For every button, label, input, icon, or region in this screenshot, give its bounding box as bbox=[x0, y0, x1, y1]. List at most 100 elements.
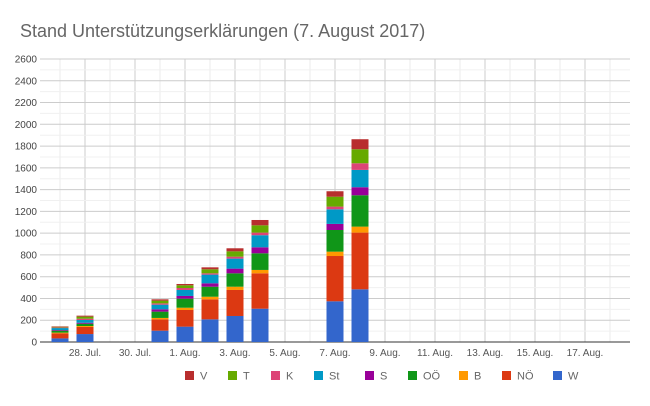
bar-segment-st bbox=[177, 290, 194, 296]
bar-segment-t bbox=[352, 149, 369, 163]
bar-segment-s bbox=[177, 296, 194, 299]
bar-segment-b bbox=[77, 326, 94, 327]
bar-segment-oö bbox=[152, 312, 169, 318]
legend-label: B bbox=[474, 371, 481, 383]
bar-segment-b bbox=[227, 287, 244, 290]
y-tick-label: 2200 bbox=[15, 98, 38, 109]
bar-segment-oö bbox=[177, 299, 194, 308]
y-tick-label: 800 bbox=[20, 250, 37, 261]
y-tick-label: 1800 bbox=[15, 142, 38, 153]
bar-segment-w bbox=[52, 338, 69, 342]
bar-segment-s bbox=[252, 247, 269, 253]
bar-segment-st bbox=[52, 328, 69, 330]
y-tick-label: 0 bbox=[31, 338, 37, 349]
bar-segment-s bbox=[77, 323, 94, 324]
bar-segment-v bbox=[77, 316, 94, 317]
bar-segment-nö bbox=[177, 310, 194, 327]
bar-segment-t bbox=[252, 225, 269, 232]
y-tick-label: 400 bbox=[20, 294, 37, 305]
y-tick-label: 600 bbox=[20, 272, 37, 283]
bar-segment-oö bbox=[52, 331, 69, 333]
bar-segment-nö bbox=[202, 299, 219, 319]
x-tick-label: 28. Jul. bbox=[69, 348, 101, 359]
x-tick-label: 1. Aug. bbox=[169, 348, 200, 359]
bar-segment-b bbox=[202, 297, 219, 300]
bar-segment-oö bbox=[327, 230, 344, 252]
bar-segment-st bbox=[352, 170, 369, 187]
legend-label: OÖ bbox=[423, 371, 441, 383]
bar-segment-b bbox=[352, 227, 369, 233]
bar-segment-w bbox=[177, 327, 194, 342]
y-tick-label: 1600 bbox=[15, 163, 38, 174]
x-tick-label: 3. Aug. bbox=[219, 348, 250, 359]
y-tick-label: 1000 bbox=[15, 229, 38, 240]
bar-segment-k bbox=[77, 319, 94, 320]
bar-segment-b bbox=[152, 318, 169, 319]
bar-segment-b bbox=[177, 308, 194, 310]
bar-segment-nö bbox=[52, 333, 69, 338]
legend-label: K bbox=[286, 371, 294, 383]
bar-segment-t bbox=[77, 317, 94, 319]
y-tick-label: 1400 bbox=[15, 185, 38, 196]
bar-segment-w bbox=[152, 331, 169, 342]
bar-segment-v bbox=[227, 248, 244, 251]
bar-segment-v bbox=[202, 267, 219, 269]
bar-segment-s bbox=[352, 187, 369, 195]
y-tick-label: 2000 bbox=[15, 120, 38, 131]
bar-segment-st bbox=[202, 275, 219, 284]
bar-segment-nö bbox=[77, 327, 94, 334]
legend-label: St bbox=[329, 371, 339, 383]
y-axis: 0 200 400 600 800 1000 1200 1400 1600 1800 2000 220… bbox=[15, 55, 38, 349]
bar-segment-w bbox=[227, 316, 244, 342]
y-tick-label: 1200 bbox=[15, 207, 38, 218]
legend-swatch-t bbox=[228, 371, 237, 380]
x-tick-label: 11. Aug. bbox=[417, 348, 453, 359]
legend-swatch-nö bbox=[502, 371, 511, 380]
bar-segment-nö bbox=[227, 290, 244, 316]
legend-label: W bbox=[568, 371, 579, 383]
bar-segment-oö bbox=[352, 195, 369, 226]
bar-segment-v bbox=[352, 139, 369, 149]
bar-segment-w bbox=[252, 309, 269, 342]
legend-label: T bbox=[243, 371, 250, 383]
bar-segment-oö bbox=[227, 273, 244, 286]
legend-swatch-v bbox=[185, 371, 194, 380]
bar-segment-w bbox=[77, 334, 94, 342]
bar-segment-oö bbox=[252, 253, 269, 270]
bar-segment-k bbox=[177, 288, 194, 290]
x-tick-label: 17. Aug. bbox=[567, 348, 604, 359]
bar-segment-s bbox=[327, 224, 344, 230]
bar-segment-v bbox=[152, 299, 169, 300]
bar-segment-b bbox=[327, 252, 344, 256]
x-tick-label: 7. Aug. bbox=[319, 348, 350, 359]
y-tick-label: 200 bbox=[20, 316, 37, 327]
legend-swatch-b bbox=[459, 371, 468, 380]
legend-swatch-w bbox=[553, 371, 562, 380]
bar-segment-k bbox=[227, 257, 244, 259]
bar-segment-k bbox=[327, 207, 344, 210]
bar-segment-w bbox=[327, 301, 344, 342]
bar-segment-t bbox=[327, 197, 344, 207]
legend-swatch-s bbox=[365, 371, 374, 380]
bar-segment-st bbox=[227, 259, 244, 269]
x-axis: 28. Jul.30. Jul.1. Aug.3. Aug.5. Aug.7. … bbox=[69, 348, 603, 359]
bar-segment-nö bbox=[327, 256, 344, 301]
bar-segment-t bbox=[177, 285, 194, 288]
bar-segment-k bbox=[52, 327, 69, 328]
bar-segment-st bbox=[327, 209, 344, 224]
bar-segment-k bbox=[252, 233, 269, 236]
bar-segment-nö bbox=[152, 319, 169, 330]
bar-segment-b bbox=[52, 333, 69, 334]
bar-segment-v bbox=[327, 191, 344, 196]
y-tick-label: 2600 bbox=[15, 55, 38, 66]
bar-segment-t bbox=[52, 327, 69, 328]
bar-segment-t bbox=[202, 269, 219, 273]
legend-label: S bbox=[380, 371, 387, 383]
bar-segment-s bbox=[152, 309, 169, 311]
bar-segment-v bbox=[177, 284, 194, 285]
legend-swatch-oö bbox=[408, 371, 417, 380]
bar-segment-k bbox=[352, 163, 369, 170]
x-tick-label: 9. Aug. bbox=[369, 348, 400, 359]
